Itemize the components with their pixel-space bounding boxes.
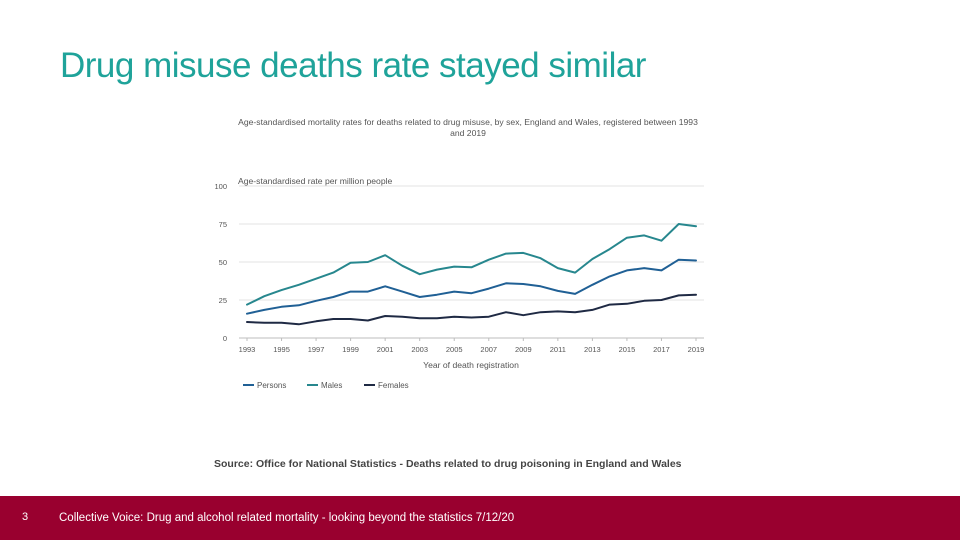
x-tick-label: 2005 [446, 345, 463, 354]
x-tick-label: 1999 [342, 345, 359, 354]
x-tick-label: 1995 [273, 345, 290, 354]
x-tick-label: 2013 [584, 345, 601, 354]
series-line-males [246, 223, 697, 306]
x-tick-label: 2003 [411, 345, 428, 354]
y-tick-label: 0 [223, 334, 227, 343]
slide-number: 3 [22, 511, 29, 523]
legend-label-persons: Persons [257, 381, 286, 390]
x-tick-label: 1993 [239, 345, 256, 354]
y-tick-label: 25 [219, 296, 227, 305]
y-tick-label: 75 [219, 220, 227, 229]
x-tick-label: 2017 [653, 345, 670, 354]
x-tick-label: 1997 [308, 345, 325, 354]
x-tick-label: 2019 [688, 345, 705, 354]
x-tick-label: 2001 [377, 345, 394, 354]
chart-title: Age-standardised mortality rates for dea… [238, 117, 698, 138]
footer-bar: 3 Collective Voice: Drug and alcohol rel… [0, 496, 960, 540]
legend-label-females: Females [378, 381, 409, 390]
y-tick-label: 100 [214, 182, 227, 191]
footer-text: Collective Voice: Drug and alcohol relat… [59, 512, 515, 524]
y-tick-label: 50 [219, 258, 227, 267]
source-note: Source: Office for National Statistics -… [214, 458, 682, 470]
x-tick-label: 2015 [619, 345, 636, 354]
series-line-persons [246, 258, 697, 315]
series-line-females [246, 293, 697, 326]
x-tick-label: 2011 [550, 345, 566, 354]
slide-title: Drug misuse deaths rate stayed similar [60, 46, 646, 85]
legend-label-males: Males [321, 381, 342, 390]
x-axis-label: Year of death registration [423, 360, 519, 370]
x-tick-label: 2007 [480, 345, 497, 354]
x-tick-label: 2009 [515, 345, 532, 354]
y-axis-label: Age-standardised rate per million people [238, 176, 393, 186]
